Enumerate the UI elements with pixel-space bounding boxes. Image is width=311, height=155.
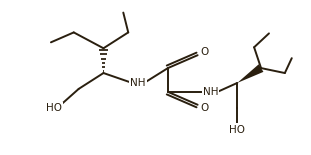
- Text: NH: NH: [130, 78, 146, 88]
- Text: NH: NH: [203, 87, 218, 97]
- Polygon shape: [237, 64, 263, 83]
- Text: O: O: [200, 47, 209, 57]
- Text: O: O: [200, 103, 209, 113]
- Text: HO: HO: [46, 103, 62, 113]
- Text: HO: HO: [229, 124, 245, 135]
